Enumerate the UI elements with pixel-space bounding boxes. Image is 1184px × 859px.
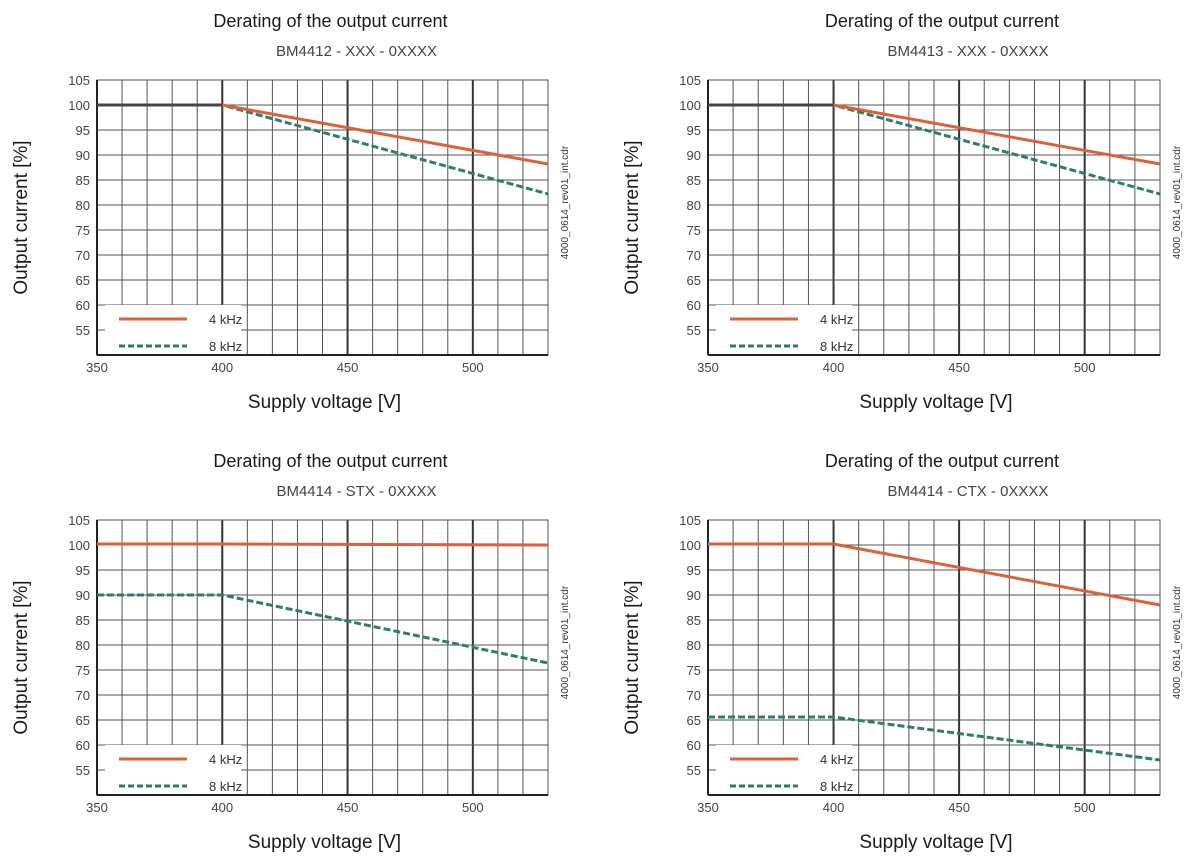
legend-label-8khz: 8 kHz bbox=[820, 779, 853, 794]
y-tick-label: 100 bbox=[68, 538, 90, 553]
y-tick-label: 70 bbox=[687, 248, 701, 263]
y-tick-label: 100 bbox=[679, 98, 701, 113]
x-tick-label: 350 bbox=[86, 800, 108, 815]
y-tick-label: 55 bbox=[76, 323, 90, 338]
x-tick-label: 400 bbox=[823, 800, 845, 815]
x-tick-label: 500 bbox=[1074, 360, 1096, 375]
y-tick-label: 80 bbox=[687, 638, 701, 653]
y-tick-label: 85 bbox=[76, 613, 90, 628]
legend-label-4khz: 4 kHz bbox=[209, 752, 242, 767]
y-tick-label: 55 bbox=[76, 763, 90, 778]
y-tick-label: 55 bbox=[687, 323, 701, 338]
chart-title: Derating of the output current bbox=[213, 451, 447, 471]
chart-panel-2: Derating of the output current BM4413 - X… bbox=[622, 11, 1183, 413]
y-tick-label: 100 bbox=[68, 98, 90, 113]
x-tick-label: 500 bbox=[462, 360, 484, 375]
chart-subtitle: BM4414 - CTX - 0XXXX bbox=[888, 483, 1049, 500]
chart-subtitle: BM4412 - XXX - 0XXXX bbox=[276, 43, 437, 60]
y-tick-label: 80 bbox=[687, 198, 701, 213]
legend-label-8khz: 8 kHz bbox=[820, 339, 853, 354]
y-tick-label: 105 bbox=[679, 513, 701, 528]
y-tick-label: 55 bbox=[687, 763, 701, 778]
chart-panel-4: Derating of the output current BM4414 - C… bbox=[622, 451, 1183, 853]
x-tick-label: 450 bbox=[337, 360, 359, 375]
chart-title: Derating of the output current bbox=[825, 451, 1059, 471]
y-tick-label: 80 bbox=[76, 198, 90, 213]
y-tick-label: 60 bbox=[687, 738, 701, 753]
x-tick-label: 450 bbox=[948, 360, 970, 375]
series-line-8khz bbox=[97, 593, 549, 665]
y-tick-label: 90 bbox=[76, 148, 90, 163]
y-tick-label: 80 bbox=[76, 638, 90, 653]
y-tick-label: 105 bbox=[68, 513, 90, 528]
x-tick-label: 450 bbox=[948, 800, 970, 815]
legend-label-4khz: 4 kHz bbox=[820, 312, 853, 327]
y-tick-label: 85 bbox=[687, 613, 701, 628]
x-axis-label: Supply voltage [V] bbox=[859, 392, 1012, 413]
y-axis-label: Output current [%] bbox=[11, 140, 32, 294]
x-tick-label: 350 bbox=[86, 360, 108, 375]
y-tick-label: 95 bbox=[687, 563, 701, 578]
side-note: 4000_0614_rev01_int.cdr bbox=[1172, 145, 1183, 259]
y-tick-label: 95 bbox=[76, 563, 90, 578]
x-tick-label: 400 bbox=[823, 360, 845, 375]
y-tick-label: 70 bbox=[76, 688, 90, 703]
chart-subtitle: BM4414 - STX - 0XXXX bbox=[276, 483, 436, 500]
y-axis-label: Output current [%] bbox=[11, 580, 32, 734]
y-tick-label: 90 bbox=[687, 588, 701, 603]
y-tick-label: 60 bbox=[76, 298, 90, 313]
series-line-8khz bbox=[708, 715, 1161, 762]
x-axis-label: Supply voltage [V] bbox=[859, 832, 1012, 853]
legend-label-4khz: 4 kHz bbox=[209, 312, 242, 327]
x-tick-label: 500 bbox=[1074, 800, 1096, 815]
x-tick-label: 350 bbox=[697, 360, 719, 375]
side-note: 4000_0614_rev01_int.cdr bbox=[560, 585, 571, 699]
y-tick-label: 65 bbox=[76, 273, 90, 288]
y-tick-label: 65 bbox=[76, 713, 90, 728]
y-tick-label: 75 bbox=[687, 223, 701, 238]
y-tick-label: 60 bbox=[76, 738, 90, 753]
chart-subtitle: BM4413 - XXX - 0XXXX bbox=[888, 43, 1049, 60]
y-axis-label: Output current [%] bbox=[622, 580, 643, 734]
side-note: 4000_0614_rev01_int.cdr bbox=[560, 145, 571, 259]
y-tick-label: 105 bbox=[68, 73, 90, 88]
y-tick-label: 65 bbox=[687, 273, 701, 288]
y-tick-label: 70 bbox=[76, 248, 90, 263]
y-tick-label: 75 bbox=[76, 223, 90, 238]
y-tick-label: 95 bbox=[687, 123, 701, 138]
y-tick-label: 90 bbox=[687, 148, 701, 163]
series-line-4khz bbox=[708, 542, 1161, 607]
y-tick-label: 85 bbox=[687, 173, 701, 188]
x-tick-label: 400 bbox=[211, 360, 233, 375]
chart-title: Derating of the output current bbox=[213, 11, 447, 31]
legend-label-8khz: 8 kHz bbox=[209, 339, 242, 354]
y-tick-label: 90 bbox=[76, 588, 90, 603]
x-axis-label: Supply voltage [V] bbox=[248, 832, 401, 853]
y-tick-label: 60 bbox=[687, 298, 701, 313]
y-axis-label: Output current [%] bbox=[622, 140, 643, 294]
chart-title: Derating of the output current bbox=[825, 11, 1059, 31]
y-tick-label: 75 bbox=[76, 663, 90, 678]
x-tick-label: 350 bbox=[697, 800, 719, 815]
x-tick-label: 400 bbox=[211, 800, 233, 815]
y-tick-label: 105 bbox=[679, 73, 701, 88]
legend-label-4khz: 4 kHz bbox=[820, 752, 853, 767]
y-tick-label: 85 bbox=[76, 173, 90, 188]
x-axis-label: Supply voltage [V] bbox=[248, 392, 401, 413]
y-tick-label: 75 bbox=[687, 663, 701, 678]
legend-label-8khz: 8 kHz bbox=[209, 779, 242, 794]
y-tick-label: 65 bbox=[687, 713, 701, 728]
chart-panel-1: Derating of the output current BM4412 - X… bbox=[11, 11, 571, 413]
x-tick-label: 500 bbox=[462, 800, 484, 815]
y-tick-label: 95 bbox=[76, 123, 90, 138]
chart-panel-3: Derating of the output current BM4414 - S… bbox=[11, 451, 571, 853]
y-tick-label: 70 bbox=[687, 688, 701, 703]
side-note: 4000_0614_rev01_int.cdr bbox=[1172, 585, 1183, 699]
series-line-4khz bbox=[97, 542, 549, 547]
y-tick-label: 100 bbox=[679, 538, 701, 553]
x-tick-label: 450 bbox=[337, 800, 359, 815]
